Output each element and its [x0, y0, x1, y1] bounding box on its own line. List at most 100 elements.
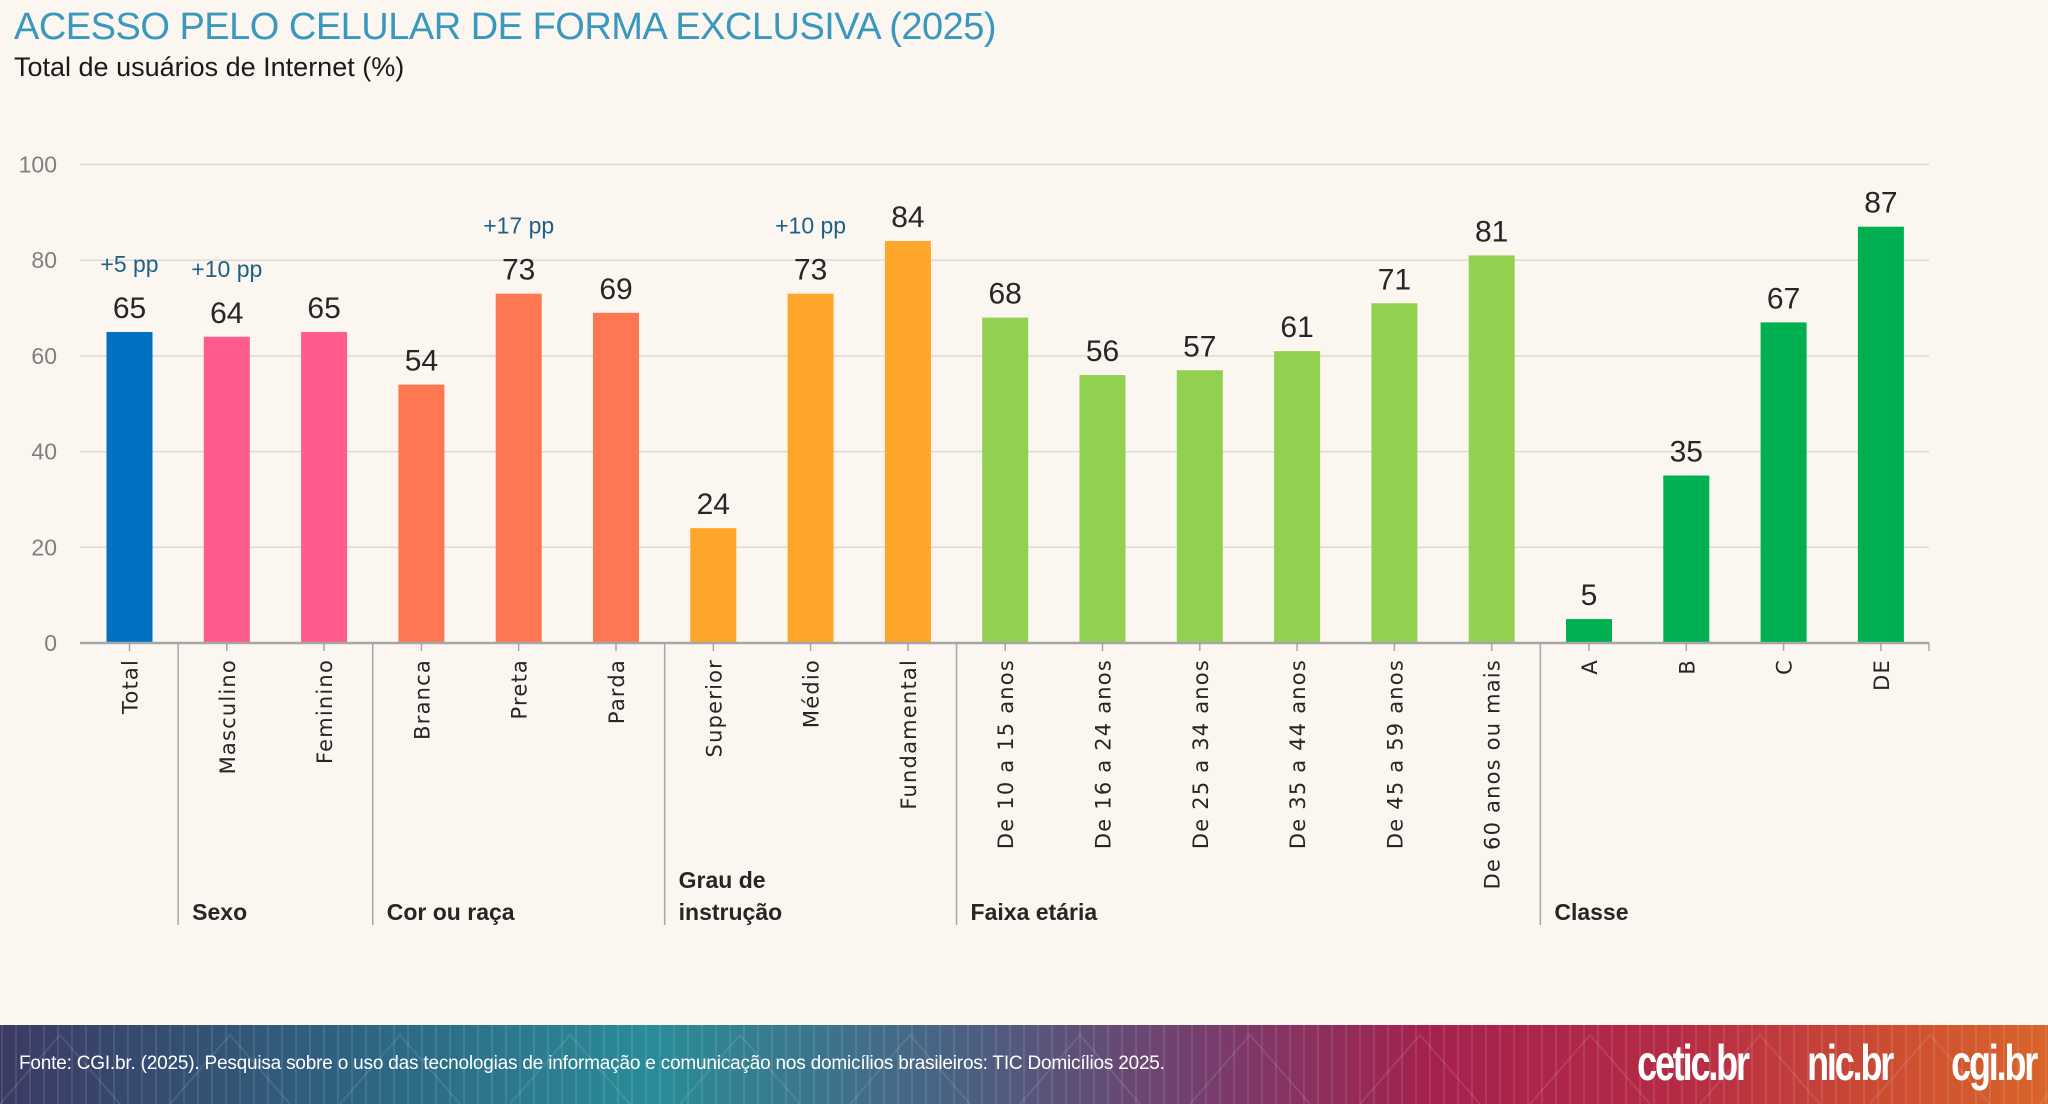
value-label: 61: [1280, 311, 1313, 344]
value-label: 67: [1767, 282, 1800, 315]
category-label: Parda: [605, 659, 629, 724]
category-label: C: [1773, 659, 1797, 675]
bar: [495, 293, 542, 643]
group-label: Grau de: [679, 867, 766, 893]
category-label: B: [1675, 659, 1699, 675]
change-annotation: +10 pp: [775, 213, 846, 239]
group-labels: Sexo Cor ou raça Grau de instrução Faixa etá…: [192, 867, 1628, 925]
bar: [301, 331, 348, 643]
source-citation: Fonte: CGI.br. (2025). Pesquisa sobre o …: [19, 1053, 1165, 1074]
change-annotation: +10 pp: [191, 256, 262, 282]
chart-title: ACESSO PELO CELULAR DE FORMA EXCLUSIVA (…: [14, 6, 997, 48]
value-label: 35: [1670, 436, 1703, 469]
cetic-logo[interactable]: cetic.br: [1636, 1035, 1750, 1091]
bar-chart: 0 20 40 60 80 100 Total Masculino Feminino Branc…: [19, 152, 1930, 925]
value-label: 87: [1864, 187, 1897, 220]
category-label: De 60 anos ou mais: [1481, 659, 1505, 889]
bars: [106, 226, 1904, 644]
y-tick-label: 100: [19, 152, 57, 178]
category-label: Feminino: [313, 659, 337, 764]
value-label: 69: [599, 273, 632, 306]
logos: cetic.br nic.br cgi.br: [1594, 1033, 2038, 1093]
bar: [1176, 370, 1223, 643]
change-annotation: +5 pp: [100, 251, 158, 277]
category-label: Total: [119, 659, 143, 715]
pattern-chevron: [509, 1033, 631, 1104]
pattern-chevron: [1189, 1033, 1311, 1104]
y-tick-label: 60: [31, 343, 57, 369]
value-label: 71: [1378, 263, 1411, 296]
pattern-chevron: [679, 1033, 801, 1104]
y-tick-label: 80: [31, 247, 57, 273]
chart-subtitle: Total de usuários de Internet (%): [14, 52, 405, 82]
y-tick-label: 20: [31, 534, 57, 560]
footer-pattern: [0, 1025, 2048, 1104]
value-label: 64: [210, 297, 243, 330]
group-label: Sexo: [192, 899, 247, 925]
pattern-chevron: [1699, 1033, 1821, 1104]
value-label: 54: [405, 345, 438, 378]
category-label: DE: [1870, 659, 1894, 691]
category-label: Superior: [702, 659, 726, 757]
x-axis: [80, 641, 1930, 925]
bar: [203, 336, 250, 643]
bar: [982, 317, 1029, 643]
value-label: 24: [697, 488, 730, 521]
value-label: 68: [989, 278, 1022, 311]
annotations: +5 pp +10 pp +17 pp +10 pp: [100, 213, 846, 282]
value-label: 73: [794, 254, 827, 287]
group-label: Faixa etária: [971, 899, 1098, 925]
value-label: 84: [891, 201, 924, 234]
group-label: instrução: [679, 899, 783, 925]
pattern-chevron: [169, 1033, 291, 1104]
pattern-chevron: [0, 1033, 121, 1104]
pattern-chevron: [1359, 1033, 1481, 1104]
bar: [690, 528, 737, 643]
category-label: De 35 a 44 anos: [1286, 659, 1310, 849]
change-annotation: +17 pp: [483, 213, 554, 239]
y-tick-label: 0: [44, 630, 57, 656]
bar: [884, 241, 931, 643]
value-labels: 65 64 65 54 73 69 24 73 84 68 56 57 61 71 81 5 35 67 87: [113, 187, 1898, 612]
category-label: De 45 a 59 anos: [1383, 659, 1407, 849]
value-label: 65: [307, 292, 340, 325]
pattern-chevron: [1019, 1033, 1141, 1104]
bar: [1468, 255, 1515, 644]
bar: [1663, 475, 1710, 643]
bar: [1371, 303, 1418, 643]
pattern-chevron: [849, 1033, 971, 1104]
bar: [106, 331, 153, 643]
bar: [1274, 351, 1321, 643]
category-label: De 10 a 15 anos: [994, 659, 1018, 849]
y-axis-ticks: 0 20 40 60 80 100: [19, 152, 57, 657]
group-label: Classe: [1554, 899, 1628, 925]
y-tick-label: 40: [31, 439, 57, 465]
pattern-chevron: [1869, 1033, 1991, 1104]
pattern-chevron: [339, 1033, 461, 1104]
category-label: De 25 a 34 anos: [1189, 659, 1213, 849]
value-label: 73: [502, 254, 535, 287]
bar: [398, 384, 445, 643]
bar: [1857, 226, 1904, 643]
bar: [787, 293, 834, 643]
bar: [1760, 322, 1807, 643]
category-label: A: [1578, 659, 1602, 675]
value-label: 5: [1581, 579, 1598, 612]
category-label: Masculino: [216, 659, 240, 774]
category-label: Branca: [410, 659, 434, 740]
x-axis-labels: Total Masculino Feminino Branca Preta Parda Su…: [119, 659, 1894, 889]
nic-logo[interactable]: nic.br: [1806, 1035, 1894, 1091]
bar: [1079, 375, 1126, 643]
category-label: Médio: [800, 659, 824, 728]
value-label: 65: [113, 292, 146, 325]
category-label: Fundamental: [897, 659, 921, 810]
group-label: Cor ou raça: [387, 899, 515, 925]
pattern-chevron: [1529, 1033, 1651, 1104]
value-label: 56: [1086, 335, 1119, 368]
bar: [593, 312, 639, 643]
footer-banner: Fonte: CGI.br. (2025). Pesquisa sobre o …: [0, 1025, 2048, 1104]
cgi-logo[interactable]: cgi.br: [1950, 1035, 2038, 1091]
category-label: Preta: [508, 659, 532, 720]
value-label: 81: [1475, 215, 1508, 248]
value-label: 57: [1183, 330, 1216, 363]
